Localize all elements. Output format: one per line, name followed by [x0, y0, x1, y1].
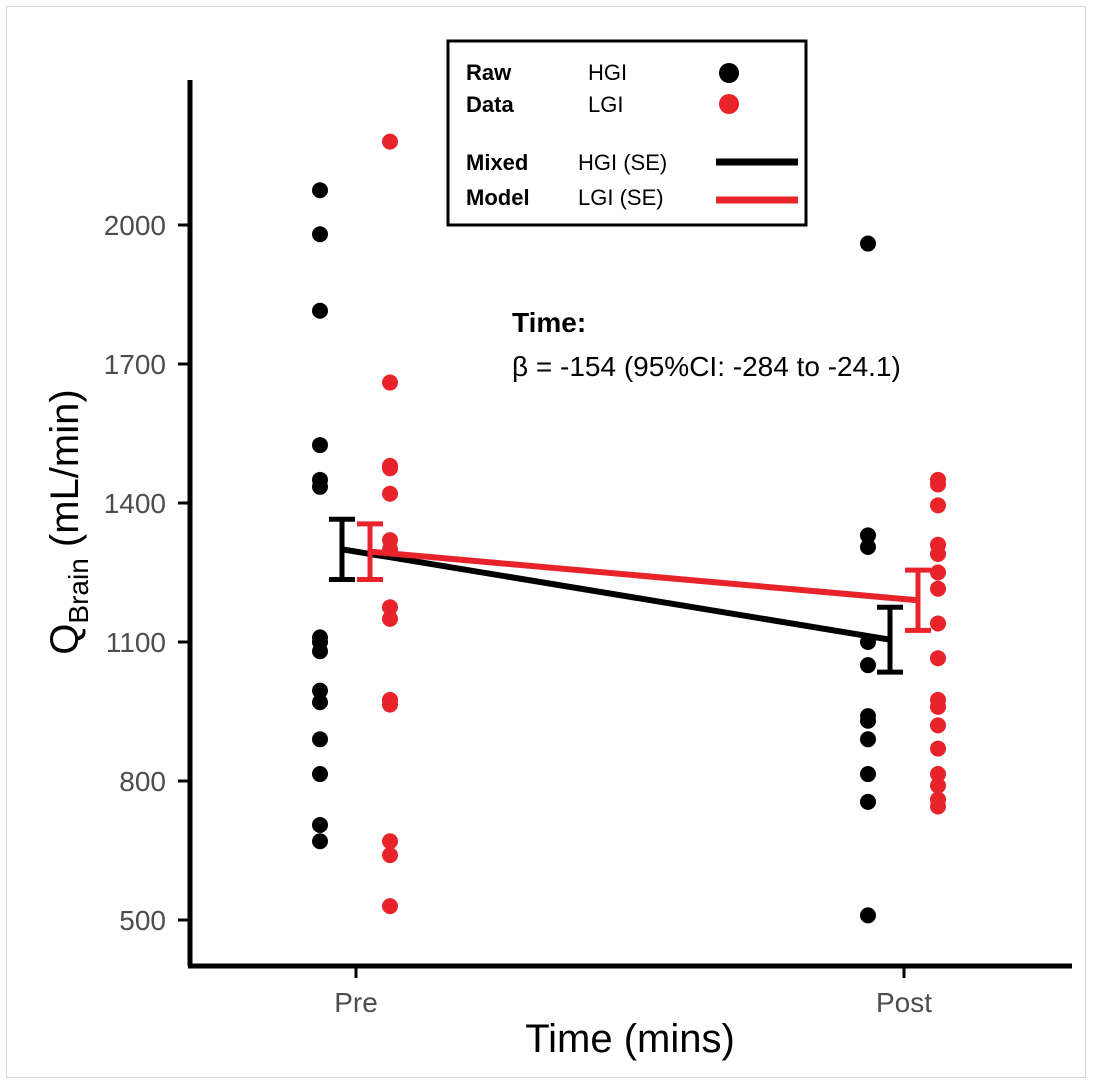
- data-point-lgi: [382, 460, 398, 477]
- model-line-lgi: [369, 548, 919, 604]
- legend-hgi-label: HGI: [588, 60, 627, 85]
- data-point-hgi: [860, 527, 876, 544]
- legend-model-label-2: Model: [466, 185, 530, 210]
- axes: [187, 80, 1072, 969]
- y-tick-label: 2000: [104, 210, 166, 241]
- legend-raw-label-1: Raw: [466, 60, 512, 85]
- legend-lgi-label: LGI: [588, 92, 623, 117]
- data-point-lgi: [930, 698, 946, 715]
- data-point-hgi: [312, 226, 328, 243]
- data-point-hgi: [312, 694, 328, 711]
- data-point-hgi: [312, 182, 328, 199]
- data-point-hgi: [860, 235, 876, 252]
- data-point-hgi: [312, 437, 328, 454]
- data-point-lgi: [930, 545, 946, 562]
- x-ticks: Pre Post: [334, 966, 932, 1018]
- y-tick-label: 1400: [104, 488, 166, 519]
- data-point-hgi: [860, 712, 876, 729]
- x-axis-title: Time (mins): [525, 1017, 735, 1061]
- y-tick-label: 500: [119, 905, 166, 936]
- data-point-lgi: [930, 476, 946, 493]
- data-point-lgi: [930, 740, 946, 757]
- data-point-lgi: [930, 497, 946, 514]
- data-point-lgi: [382, 485, 398, 502]
- annotation-text: β = -154 (95%CI: -284 to -24.1): [512, 351, 901, 382]
- data-point-hgi: [860, 907, 876, 924]
- data-point-hgi: [312, 833, 328, 850]
- data-point-hgi: [860, 766, 876, 783]
- data-point-hgi: [860, 731, 876, 748]
- model-line-hgi: [341, 546, 891, 643]
- legend-lgi-se-label: LGI (SE): [578, 185, 664, 210]
- data-point-hgi: [860, 657, 876, 674]
- data-point-lgi: [930, 717, 946, 734]
- raw-data-points: [312, 133, 946, 924]
- data-point-lgi: [382, 374, 398, 391]
- data-point-lgi: [930, 798, 946, 815]
- data-point-lgi: [930, 777, 946, 794]
- legend-model-label-1: Mixed: [466, 150, 528, 175]
- data-point-lgi: [382, 898, 398, 915]
- data-point-lgi: [930, 766, 946, 783]
- y-ticks: 500 800 1100 1400 1700 2000: [104, 210, 190, 936]
- data-point-hgi: [312, 643, 328, 660]
- y-axis-title-unit: (mL/min): [43, 389, 87, 558]
- data-point-hgi: [860, 539, 876, 556]
- data-point-lgi: [382, 696, 398, 713]
- data-point-lgi: [930, 615, 946, 632]
- annotation-title: Time:: [512, 307, 586, 338]
- data-point-hgi: [312, 766, 328, 783]
- legend-lgi-dot: [719, 94, 739, 114]
- legend-hgi-se-label: HGI (SE): [578, 150, 667, 175]
- data-point-lgi: [930, 564, 946, 581]
- y-tick-label: 800: [119, 766, 166, 797]
- y-axis-title: QBrain (mL/min): [43, 389, 94, 654]
- y-tick-label: 1100: [106, 627, 166, 658]
- data-point-hgi: [312, 682, 328, 699]
- legend: Raw Data HGI LGI Mixed Model HGI (SE) LG…: [446, 39, 808, 227]
- data-point-lgi: [382, 599, 398, 616]
- mixed-model-lines: [329, 516, 931, 675]
- y-tick-label: 1700: [104, 349, 166, 380]
- data-point-hgi: [312, 731, 328, 748]
- data-point-hgi: [860, 793, 876, 810]
- x-tick-label: Pre: [334, 987, 378, 1018]
- data-point-lgi: [382, 847, 398, 864]
- legend-box: [446, 39, 808, 227]
- data-point-lgi: [930, 580, 946, 597]
- y-axis-title-sub: Brain: [63, 558, 94, 623]
- data-point-hgi: [312, 817, 328, 834]
- data-point-hgi: [312, 478, 328, 495]
- data-point-lgi: [382, 833, 398, 850]
- x-tick-label: Post: [876, 987, 932, 1018]
- data-point-lgi: [930, 650, 946, 667]
- data-point-lgi: [382, 610, 398, 627]
- legend-hgi-dot: [719, 63, 739, 83]
- data-point-lgi: [382, 133, 398, 150]
- data-point-hgi: [312, 302, 328, 319]
- y-axis-title-main: Q: [43, 624, 87, 655]
- legend-raw-label-2: Data: [466, 92, 514, 117]
